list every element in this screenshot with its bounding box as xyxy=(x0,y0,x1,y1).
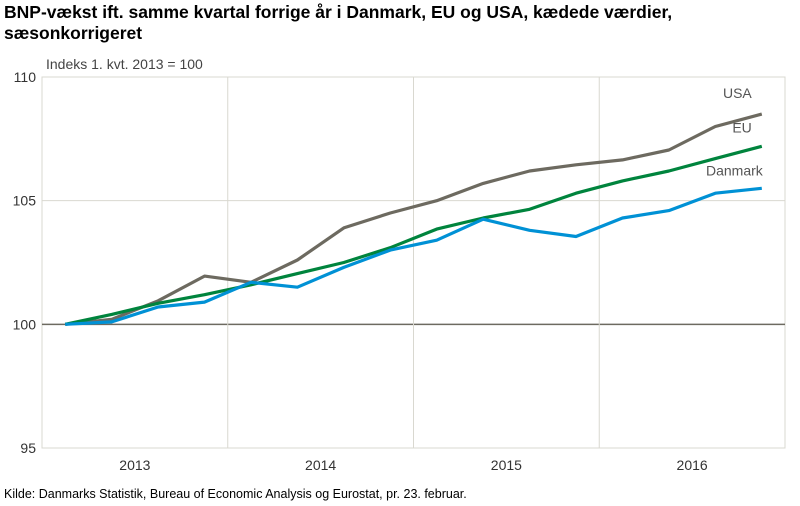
series-line-usa xyxy=(65,112,763,326)
series-lines: USA EU Danmark xyxy=(64,85,764,326)
y-tick-label: 95 xyxy=(20,440,36,456)
subtitle: Indeks 1. kvt. 2013 = 100 xyxy=(46,56,203,72)
x-tick-label: 2013 xyxy=(119,457,150,473)
y-tick-label: 105 xyxy=(13,193,37,209)
chart-title: BNP-vækst ift. samme kvartal forrige år … xyxy=(4,2,673,43)
series-label-usa: USA xyxy=(723,85,752,101)
grid: 95 100 105 110 2013 2014 2015 2016 xyxy=(13,69,786,473)
series-label-eu: EU xyxy=(732,119,751,135)
x-tick-label: 2016 xyxy=(677,457,708,473)
x-tick-label: 2014 xyxy=(305,457,336,473)
series-label-danmark: Danmark xyxy=(706,162,764,178)
y-tick-label: 110 xyxy=(14,69,37,85)
series-line-danmark xyxy=(65,186,762,326)
y-tick-label: 100 xyxy=(13,316,37,332)
source-note: Kilde: Danmarks Statistik, Bureau of Eco… xyxy=(4,487,467,501)
x-tick-label: 2015 xyxy=(491,457,522,473)
series-line-eu xyxy=(64,144,763,326)
